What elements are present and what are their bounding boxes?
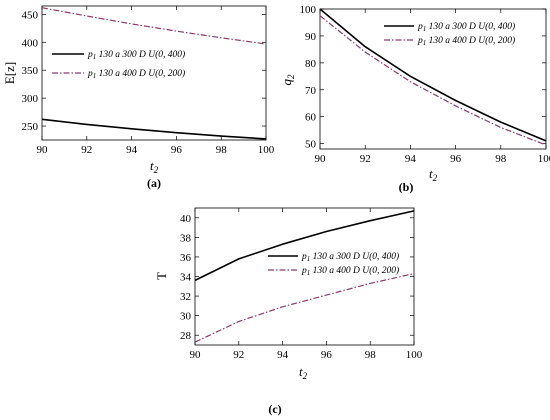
panel-c-y-tick-label: 38 (180, 232, 192, 244)
panel-a-legend: p1 130 a 300 D U(0, 400) p1 130 a 400 D … (52, 49, 185, 80)
panel-a-marks: 90 92 94 96 98 100 250 300 350 400 450 (22, 6, 275, 156)
panel-b-y-tick-label: 100 (300, 4, 317, 16)
panel-a-x-tick-label: 98 (216, 144, 228, 156)
panel-a-y-tick-label: 350 (22, 65, 39, 77)
panel-c-label: (c) (268, 402, 281, 416)
panel-c-y-tick-label: 40 (180, 213, 192, 225)
panel-b-x-axis-label: t2 (429, 166, 438, 183)
panel-a-y-axis-label: E[z] (2, 62, 17, 84)
panel-a-x-tick-label: 100 (258, 144, 275, 156)
panel-a-label: (a) (147, 176, 161, 190)
panel-c-legend-series-2: p1 130 a 400 D U(0, 200) (301, 265, 399, 277)
panel-c-x-tick-label: 100 (406, 349, 423, 361)
panel-c-x-tick-label: 92 (233, 349, 244, 361)
panel-c-series-2-line (194, 273, 415, 343)
panel-c-y-tick-label: 36 (180, 252, 192, 264)
panel-a-x-tick-label: 90 (37, 144, 49, 156)
panel-b-x-tick-label: 96 (450, 153, 462, 165)
panel-b-y-tick-label: 80 (305, 58, 317, 70)
panel-c-x-tick-label: 96 (321, 349, 333, 361)
panel-c-x-tick-label: 90 (190, 349, 202, 361)
panel-a-y-tick-label: 250 (22, 121, 39, 133)
panel-a-x-tick-label: 96 (171, 144, 183, 156)
panel-a-legend-series-1: p1 130 a 300 D U(0, 400) (87, 49, 185, 61)
panel-c-x-axis-label: t2 (299, 364, 308, 381)
panel-a-legend-series-2: p1 130 a 400 D U(0, 200) (87, 68, 185, 80)
panel-b-series-2-line (319, 15, 547, 146)
panel-b-y-tick-label: 90 (305, 31, 317, 43)
panel-a-x-axis-label: t2 (150, 158, 159, 175)
panel-b-x-tick-label: 90 (315, 153, 327, 165)
panel-a-series-1-line (41, 118, 267, 140)
panel-b-y-axis-label: q2 (279, 74, 296, 86)
panel-c-y-axis-label: T (154, 272, 169, 280)
panel-a-x-tick-label: 94 (126, 144, 138, 156)
panel-b-label: (b) (399, 180, 414, 194)
panel-c-y-tick-label: 28 (180, 330, 192, 342)
panel-b-y-tick-label: 50 (305, 139, 317, 151)
panel-a-y-tick-label: 450 (22, 9, 39, 21)
panel-b-legend: p1 130 a 300 D U(0, 400) p1 130 a 400 D … (384, 21, 515, 47)
panel-b-x-tick-label: 94 (405, 153, 417, 165)
panel-b-legend-series-2: p1 130 a 400 D U(0, 200) (417, 35, 515, 47)
panel-b-legend-series-1: p1 130 a 300 D U(0, 400) (417, 21, 515, 33)
panel-b-series-1-line (319, 8, 547, 142)
panel-a-chart: 90 92 94 96 98 100 250 300 350 400 450 t2 E[z] (a)… (2, 5, 275, 190)
panel-c-plot-frame (194, 207, 415, 346)
panel-b-marks: 90 92 94 96 98 100 50 60 70 80 90 100 (300, 4, 550, 165)
panel-c-series-1-line (194, 210, 415, 282)
panel-b-y-tick-label: 60 (305, 112, 317, 124)
panel-a-y-tick-label: 400 (22, 37, 39, 49)
panel-c-x-tick-label: 98 (365, 349, 377, 361)
panel-c-x-tick-label: 94 (277, 349, 289, 361)
panel-b-y-tick-label: 70 (305, 85, 317, 97)
panel-c-marks: 90 92 94 96 98 100 28 30 32 34 36 38 40 (180, 208, 423, 361)
panel-b-plot-frame (319, 8, 547, 150)
panel-c-y-tick-label: 34 (180, 272, 192, 284)
panel-b-x-tick-label: 98 (495, 153, 507, 165)
panel-c-legend-series-1: p1 130 a 300 D U(0, 400) (301, 251, 399, 263)
panel-a-series-2-line (41, 7, 267, 45)
panel-a-plot-frame (41, 5, 267, 141)
panel-b-x-tick-label: 100 (538, 153, 550, 165)
panel-a-x-tick-label: 92 (81, 144, 92, 156)
panel-c-legend: p1 130 a 300 D U(0, 400) p1 130 a 400 D … (268, 251, 399, 277)
panel-c-chart: 90 92 94 96 98 100 28 30 32 34 36 38 40 t2 T (c) p1 … (154, 207, 423, 416)
panel-b-chart: 90 92 94 96 98 100 50 60 70 80 90 100 t2 q2 (b) p1 … (279, 4, 550, 194)
panel-c-y-tick-label: 30 (180, 311, 192, 323)
panel-c-y-tick-label: 32 (180, 291, 191, 303)
panel-a-y-tick-label: 300 (22, 93, 39, 105)
panel-b-x-tick-label: 92 (360, 153, 371, 165)
